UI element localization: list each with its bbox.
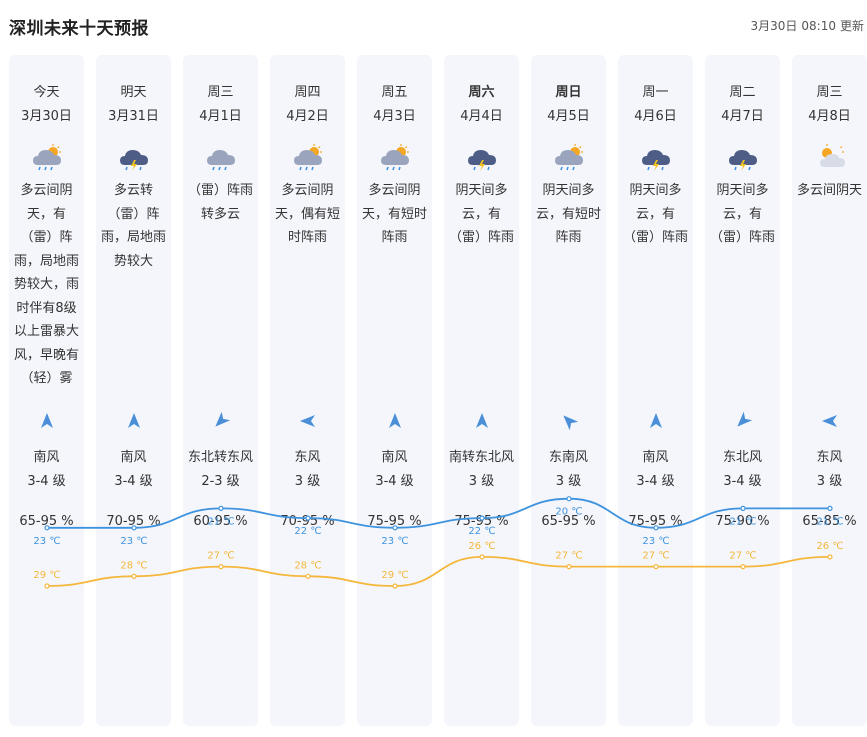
day-column: 周五 4月3日多云间阴天，有短时阵雨南风 3-4 级 75-95 % <box>357 55 432 726</box>
humidity-range: 75-95 % <box>367 514 422 529</box>
header: 深圳未来十天预报 3月30日 08:10 更新 <box>0 0 867 50</box>
wind-arrow-down-left-icon <box>737 411 753 427</box>
day-date: 4月5日 <box>547 109 590 124</box>
day-weekday: 周一 <box>642 85 669 100</box>
weather-description: 多云间阴天，有短时阵雨 <box>361 183 427 245</box>
day-column: 周六 4月4日阴天间多云，有（雷）阵雨南转东北风 3 级 75-95 % <box>444 55 519 726</box>
wind-arrow-down-left-icon <box>215 411 231 427</box>
day-column: 周一 4月6日阴天间多云，有（雷）阵雨南风 3-4 级 75-95 % <box>618 55 693 726</box>
weather-description: 多云转（雷）阵雨，局地雨势较大 <box>100 183 166 269</box>
wind-level: 3-4 级 <box>27 474 66 489</box>
wind-level: 3-4 级 <box>114 474 153 489</box>
wind-level: 3 级 <box>468 474 495 489</box>
wind-arrow-up-icon <box>389 413 401 428</box>
thunderstorm-icon <box>120 150 148 171</box>
day-weekday: 周四 <box>294 85 321 100</box>
cloud-sun-rain-icon <box>294 144 322 171</box>
day-weekday: 今天 <box>33 85 60 100</box>
day-weekday: 周日 <box>555 85 582 100</box>
humidity-range: 70-95 % <box>106 514 161 529</box>
weather-description: 阴天间多云，有（雷）阵雨 <box>448 183 514 245</box>
wind-arrow-up-icon <box>650 413 662 428</box>
weather-description: 阴天间多云，有（雷）阵雨 <box>622 183 688 245</box>
day-date: 4月8日 <box>808 109 851 124</box>
wind-level: 3-4 级 <box>723 474 762 489</box>
day-weekday: 周五 <box>381 85 408 100</box>
page-title: 深圳未来十天预报 <box>9 19 149 39</box>
wind-direction: 南风 <box>642 450 669 465</box>
humidity-range: 60-95 % <box>193 514 248 529</box>
wind-direction: 东南风 <box>548 450 588 465</box>
day-date: 4月4日 <box>460 109 503 124</box>
wind-direction: 东北转东风 <box>187 450 253 465</box>
humidity-range: 65-85 % <box>802 514 857 529</box>
day-date: 4月1日 <box>199 109 242 124</box>
day-date: 4月2日 <box>286 109 329 124</box>
thunderstorm-icon <box>642 150 670 171</box>
humidity-range: 65-95 % <box>541 514 596 529</box>
wind-level: 3 级 <box>294 474 321 489</box>
partly-cloudy-icon <box>820 144 845 167</box>
wind-direction: 东风 <box>294 450 321 465</box>
wind-level: 3 级 <box>555 474 582 489</box>
wind-arrow-up-icon <box>476 413 488 428</box>
wind-direction: 南风 <box>33 450 60 465</box>
update-date: 3月30日 <box>750 19 798 33</box>
day-date: 4月7日 <box>721 109 764 124</box>
day-weekday: 明天 <box>120 85 147 100</box>
wind-level: 3-4 级 <box>636 474 675 489</box>
wind-direction: 南转东北风 <box>448 450 514 465</box>
update-suffix: 更新 <box>839 19 864 33</box>
wind-arrow-left-icon <box>822 415 837 427</box>
day-weekday: 周三 <box>816 85 843 100</box>
humidity-range: 75-95 % <box>454 514 509 529</box>
day-weekday: 周三 <box>207 85 234 100</box>
update-time: 08:10 <box>801 19 836 33</box>
day-weekday: 周六 <box>468 85 495 100</box>
day-date: 3月30日 <box>21 109 72 124</box>
wind-level: 3 级 <box>816 474 843 489</box>
weather-description: 阴天间多云，有（雷）阵雨 <box>709 183 775 245</box>
forecast-days: 今天 3月30日多云间阴天，有（雷）阵雨，局地雨势较大，雨时伴有8级以上雷暴大风，… <box>9 55 867 726</box>
wind-level: 3-4 级 <box>375 474 414 489</box>
humidity-range: 75-90 % <box>715 514 770 529</box>
weather-description: 多云间阴天，有（雷）阵雨，局地雨势较大，雨时伴有8级以上雷暴大风，早晚有（轻）雾 <box>13 183 79 386</box>
day-date: 3月31日 <box>108 109 159 124</box>
wind-arrow-up-left-icon <box>563 415 579 431</box>
cloud-sun-rain-icon <box>555 144 583 171</box>
day-column: 明天 3月31日多云转（雷）阵雨，局地雨势较大南风 3-4 级 70-95 % <box>96 55 171 726</box>
day-date: 4月6日 <box>634 109 677 124</box>
humidity-range: 75-95 % <box>628 514 683 529</box>
weather-description: 多云间阴天 <box>796 183 862 198</box>
day-column: 周二 4月7日阴天间多云，有（雷）阵雨东北风 3-4 级 75-90 % <box>705 55 780 726</box>
wind-arrow-up-icon <box>41 413 53 428</box>
wind-level: 2-3 级 <box>201 474 240 489</box>
day-column: 周三 4月8日多云间阴天东风 3 级 65-85 % <box>792 55 867 726</box>
humidity-range: 70-95 % <box>280 514 335 529</box>
humidity-range: 65-95 % <box>19 514 74 529</box>
day-column: 周四 4月2日多云间阴天，偶有短时阵雨东风 3 级 70-95 % <box>270 55 345 726</box>
day-column: 今天 3月30日多云间阴天，有（雷）阵雨，局地雨势较大，雨时伴有8级以上雷暴大风，… <box>9 55 84 726</box>
wind-direction: 东风 <box>816 450 843 465</box>
thunderstorm-icon <box>729 150 757 171</box>
weather-description: 多云间阴天，偶有短时阵雨 <box>274 183 340 245</box>
day-column: 周日 4月5日阴天间多云，有短时阵雨东南风 3 级 65-95 % <box>531 55 606 726</box>
wind-direction: 南风 <box>381 450 408 465</box>
wind-arrow-left-icon <box>300 415 315 427</box>
day-weekday: 周二 <box>729 85 756 100</box>
wind-arrow-up-icon <box>128 413 140 428</box>
weather-description: （雷）阵雨转多云 <box>187 183 253 222</box>
weather-description: 阴天间多云，有短时阵雨 <box>535 183 601 245</box>
wind-direction: 东北风 <box>722 450 762 465</box>
cloud-rain-icon <box>207 150 235 171</box>
thunderstorm-icon <box>468 150 496 171</box>
day-date: 4月3日 <box>373 109 416 124</box>
cloud-sun-rain-icon <box>381 144 409 171</box>
wind-direction: 南风 <box>120 450 147 465</box>
cloud-sun-rain-icon <box>33 144 61 171</box>
update-info: 3月30日 08:10 更新 <box>750 17 864 34</box>
day-column: 周三 4月1日 （雷）阵雨转多云东北转东风 2-3 级 60-95 % <box>183 55 258 726</box>
